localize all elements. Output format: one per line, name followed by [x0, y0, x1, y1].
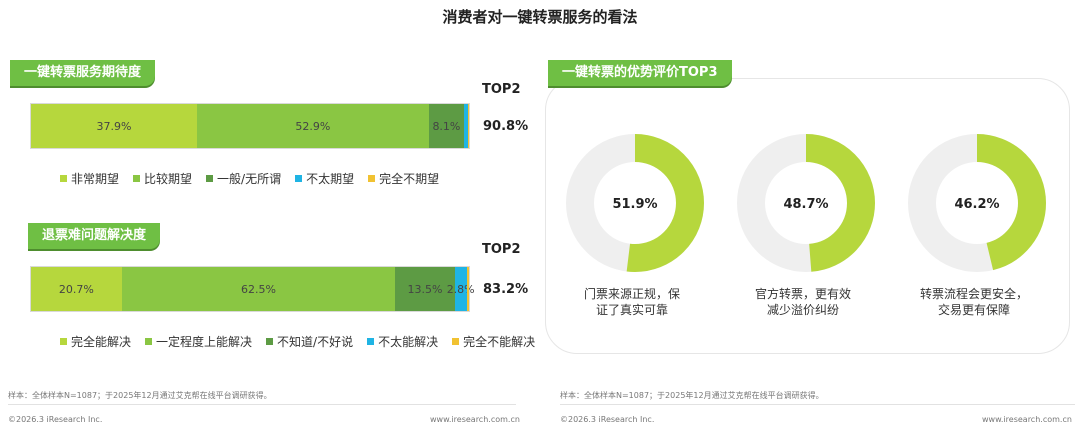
refund-segment-label-3: 13.5% — [407, 282, 443, 296]
advantage-donut-1: 51.9% 门票来源正规，保 证了真实可靠 — [562, 130, 704, 318]
refund-segment-2: 62.5% — [121, 267, 396, 311]
refund-legend-label-1: 完全能解决 — [71, 335, 132, 349]
advantages-panel — [545, 78, 1070, 354]
expectation-legend-item-3: 一般/无所谓 — [206, 170, 281, 187]
advantage-donut-chart-1: 51.9% — [566, 134, 704, 272]
refund-segment-3: 13.5% — [395, 267, 455, 311]
advantage-donut-label-line: 转票流程会更安全， — [919, 287, 1028, 301]
expectation-top2-label: TOP2 — [482, 82, 521, 97]
expectation-legend-item-5: 完全不期望 — [368, 170, 439, 187]
refund-legend-swatch-4 — [367, 338, 375, 345]
page-title: 消费者对一键转票服务的看法 — [442, 8, 638, 26]
advantage-donut-label-line: 减少溢价纠纷 — [766, 303, 839, 317]
advantage-donut-chart-3: 46.2% — [908, 134, 1046, 272]
advantage-donut-2: 48.7% 官方转票，更有效 减少溢价纠纷 — [733, 130, 875, 318]
advantage-donut-value-2: 48.7% — [783, 197, 828, 212]
refund-legend-item-3: 不知道/不好说 — [266, 333, 353, 350]
left-copyright: ©2026.3 iResearch Inc. — [8, 415, 103, 424]
advantage-donut-label-line: 门票来源正规，保 — [583, 287, 680, 301]
left-divider — [8, 404, 516, 405]
expectation-segment-2: 52.9% — [197, 104, 429, 148]
advantage-donut-label-3: 转票流程会更安全， 交易更有保障 — [904, 286, 1044, 318]
expectation-segment-label-3: 8.1% — [432, 119, 461, 133]
expectation-legend-item-2: 比较期望 — [133, 170, 192, 187]
right-website: www.iresearch.com.cn — [982, 415, 1072, 424]
advantage-donut-3: 46.2% 转票流程会更安全， 交易更有保障 — [904, 130, 1046, 318]
advantage-donut-slice-2 — [737, 134, 875, 272]
refund-segment-label-1: 20.7% — [58, 282, 94, 296]
expectation-legend-swatch-4 — [295, 175, 303, 182]
refund-legend-label-3: 不知道/不好说 — [277, 335, 354, 349]
refund-segment-5 — [466, 267, 469, 311]
refund-top2-value: 83.2% — [483, 282, 529, 297]
expectation-segment-label-2: 52.9% — [295, 119, 331, 133]
expectation-legend-swatch-1 — [60, 175, 67, 182]
expectation-segment-4 — [464, 104, 468, 148]
expectation-segment-label-1: 37.9% — [96, 119, 132, 133]
expectation-legend-label-5: 完全不期望 — [379, 172, 440, 186]
expectation-segment-3: 8.1% — [428, 104, 465, 148]
advantage-donut-chart-2: 48.7% — [737, 134, 875, 272]
advantage-donut-value-3: 46.2% — [954, 197, 999, 212]
refund-legend-swatch-3 — [266, 338, 274, 345]
advantages-section-tag: 一键转票的优势评价TOP3 — [548, 60, 732, 86]
advantage-donut-label-1: 门票来源正规，保 证了真实可靠 — [562, 286, 702, 318]
left-sample-note: 样本：全体样本N=1087；于2025年12月通过艾克帮在线平台调研获得。 — [8, 391, 272, 400]
expectation-top2-value: 90.8% — [483, 119, 529, 134]
right-sample-note: 样本：全体样本N=1087；于2025年12月通过艾克帮在线平台调研获得。 — [560, 391, 824, 400]
refund-legend-item-1: 完全能解决 — [60, 333, 131, 350]
expectation-legend-item-1: 非常期望 — [60, 170, 119, 187]
refund-segment-label-4: 2.8% — [446, 282, 475, 296]
refund-section-tag: 退票难问题解决度 — [28, 223, 161, 249]
refund-segment-label-2: 62.5% — [241, 282, 276, 296]
refund-segment-4: 2.8% — [447, 267, 475, 311]
refund-legend-swatch-2 — [145, 338, 153, 345]
refund-legend-label-5: 完全不能解决 — [463, 335, 536, 349]
advantage-donut-slice-1 — [566, 134, 704, 272]
expectation-legend-label-4: 不太期望 — [306, 172, 355, 186]
expectation-legend-label-2: 比较期望 — [144, 172, 193, 186]
expectation-stacked-bar: 37.9% 52.9% 8.1% — [30, 103, 470, 149]
advantage-donut-label-2: 官方转票，更有效 减少溢价纠纷 — [733, 286, 873, 318]
refund-legend-label-2: 一定程度上能解决 — [156, 335, 253, 349]
advantage-donut-value-1: 51.9% — [612, 197, 657, 212]
refund-segment-1: 20.7% — [31, 267, 122, 311]
advantage-donut-label-line: 官方转票，更有效 — [754, 287, 851, 301]
refund-legend-label-4: 不太能解决 — [378, 335, 439, 349]
refund-top2-label: TOP2 — [482, 242, 521, 257]
left-website: www.iresearch.com.cn — [430, 415, 520, 424]
expectation-segment-5 — [467, 104, 469, 148]
expectation-legend-swatch-5 — [368, 175, 376, 182]
right-copyright: ©2026.3 iResearch Inc. — [560, 415, 655, 424]
refund-legend-swatch-5 — [452, 338, 460, 345]
expectation-legend-swatch-2 — [133, 175, 141, 182]
refund-legend: 完全能解决 一定程度上能解决 不知道/不好说 不太能解决 完全不能解决 — [60, 333, 535, 350]
expectation-legend-label-1: 非常期望 — [71, 172, 120, 186]
advantage-donut-slice-3 — [908, 134, 1046, 272]
expectation-legend-label-3: 一般/无所谓 — [217, 172, 282, 186]
refund-legend-item-2: 一定程度上能解决 — [145, 333, 252, 350]
refund-stacked-bar: 20.7% 62.5% 13.5% 2.8% — [30, 266, 475, 312]
expectation-segment-1: 37.9% — [31, 104, 197, 148]
expectation-section-tag: 一键转票服务期待度 — [10, 60, 156, 86]
expectation-legend-item-4: 不太期望 — [295, 170, 354, 187]
expectation-legend: 非常期望 比较期望 一般/无所谓 不太期望 完全不期望 — [60, 170, 439, 187]
refund-legend-swatch-1 — [60, 338, 67, 345]
advantage-donut-label-line: 交易更有保障 — [937, 303, 1010, 317]
refund-legend-item-5: 完全不能解决 — [452, 333, 535, 350]
right-divider — [560, 404, 1075, 405]
advantage-donut-label-line: 证了真实可靠 — [595, 303, 668, 317]
refund-legend-item-4: 不太能解决 — [367, 333, 438, 350]
expectation-legend-swatch-3 — [206, 175, 214, 182]
